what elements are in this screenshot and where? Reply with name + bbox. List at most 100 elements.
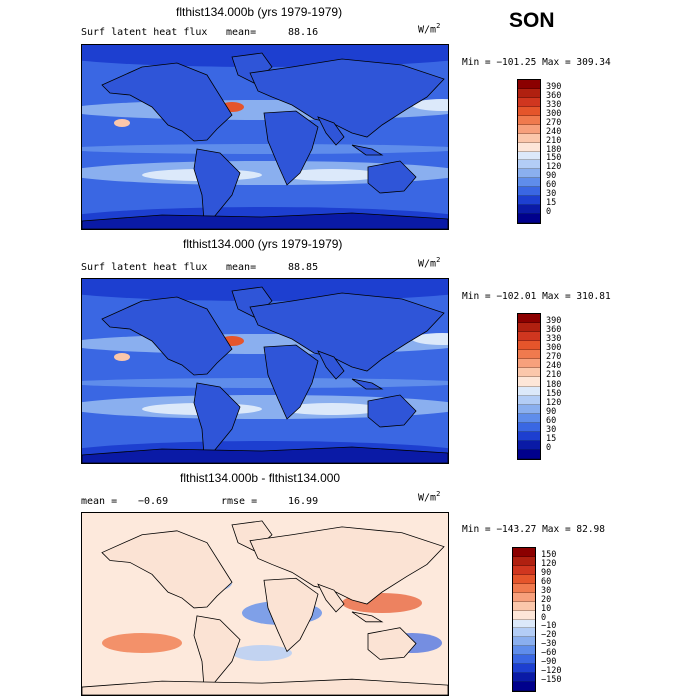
- continent-outline: [82, 213, 448, 229]
- colorbar-tick-label: 330: [546, 99, 562, 110]
- colorbar-swatch: [513, 556, 535, 566]
- colorbar-swatch: [518, 332, 540, 342]
- colorbar-tick-label: 330: [546, 334, 562, 345]
- panel-3-map-svg: [82, 513, 448, 695]
- continent-outline: [102, 531, 232, 608]
- colorbar-swatch: [518, 431, 540, 441]
- colorbar-tick-label: 360: [546, 325, 562, 336]
- colorbar-tick-label: 0: [546, 207, 552, 218]
- colorbar-swatch: [518, 323, 540, 333]
- panel-3-title: flthist134.000b - flthist134.000: [180, 471, 341, 485]
- panel-1-variable-label: Surf latent heat flux: [81, 27, 208, 38]
- colorbar-tick-label: 120: [546, 397, 562, 408]
- panel-3-minmax: Min = −143.27 Max = 82.98: [462, 524, 605, 535]
- colorbar-tick-label: −120: [541, 666, 562, 677]
- colorbar-tick-label: 0: [541, 612, 547, 623]
- colorbar-tick-label: 150: [546, 153, 562, 164]
- colorbar-swatch: [518, 97, 540, 107]
- colorbar-swatch: [518, 178, 540, 188]
- colorbar-swatch: [513, 628, 535, 638]
- colorbar-swatch: [518, 359, 540, 369]
- panel-2-mean-value: 88.85: [288, 262, 319, 273]
- colorbar-tick-label: 60: [546, 180, 557, 191]
- panel-3-map: [81, 512, 449, 696]
- colorbar-tick-label: 180: [546, 379, 562, 390]
- continent-outline: [102, 63, 232, 141]
- colorbar-tick-label: 390: [546, 316, 562, 327]
- colorbar-tick-label: 360: [546, 90, 562, 101]
- panel-2-title: flthist134.000 (yrs 1979-1979): [183, 237, 343, 251]
- colorbar-tick-label: 30: [546, 189, 557, 200]
- colorbar-swatch: [518, 214, 540, 223]
- colorbar-swatch: [518, 106, 540, 116]
- colorbar-tick-label: 30: [541, 585, 552, 596]
- colorbar-tick-label: 90: [546, 406, 557, 417]
- colorbar-swatch: [518, 88, 540, 98]
- continent-outline: [250, 293, 444, 371]
- continent-outline: [352, 612, 382, 622]
- colorbar-swatch: [513, 673, 535, 683]
- colorbar-swatch: [518, 196, 540, 206]
- continent-outline: [368, 395, 416, 427]
- colorbar-swatch: [518, 449, 540, 459]
- colorbar-tick-label: 20: [541, 594, 552, 605]
- continent-outline: [368, 628, 416, 660]
- colorbar-swatch: [518, 350, 540, 360]
- colorbar-swatch: [518, 314, 540, 324]
- colorbar-tick-label: 210: [546, 370, 562, 381]
- panel-3-colorbar-labels: 150 120 90 60 30 20 10 0 −10 −20 −30 −60 −90 −120 −150: [541, 547, 581, 690]
- colorbar-swatch: [513, 646, 535, 656]
- season-label: SON: [509, 9, 555, 32]
- colorbar-tick-label: 390: [546, 81, 562, 92]
- field-contour: [282, 403, 382, 415]
- colorbar-tick-label: 300: [546, 343, 562, 354]
- continent-outline: [318, 584, 344, 612]
- colorbar-tick-label: 270: [546, 117, 562, 128]
- continent-outline: [264, 345, 318, 419]
- panel-3-rmse-value: 16.99: [288, 496, 319, 507]
- colorbar-tick-label: 120: [546, 162, 562, 173]
- continent-outline: [318, 117, 344, 145]
- panel-2-variable-label: Surf latent heat flux: [81, 262, 208, 273]
- colorbar-tick-label: 150: [546, 388, 562, 399]
- colorbar-tick-label: 60: [546, 415, 557, 426]
- colorbar-swatch: [518, 205, 540, 215]
- panel-2-colorbar: [517, 313, 541, 460]
- panel-3-colorbar: [512, 547, 536, 692]
- panel-2-map: [81, 278, 449, 464]
- colorbar-tick-label: 180: [546, 144, 562, 155]
- panel-3-mean-value: −0.69: [138, 496, 169, 507]
- panel-3-units: W/m2: [418, 490, 441, 504]
- colorbar-swatch: [518, 80, 540, 89]
- panel-2-mean-label: mean=: [226, 262, 257, 273]
- field-contour: [114, 119, 130, 127]
- continent-outline: [352, 379, 382, 389]
- colorbar-tick-label: 90: [541, 567, 552, 578]
- colorbar-swatch: [518, 440, 540, 450]
- colorbar-swatch: [518, 115, 540, 125]
- colorbar-tick-label: 300: [546, 108, 562, 119]
- continent-outline: [250, 59, 444, 137]
- continent-outline: [102, 297, 232, 375]
- colorbar-swatch: [518, 341, 540, 351]
- colorbar-tick-label: 60: [541, 576, 552, 587]
- panel-1-map: [81, 44, 449, 230]
- panel-1-colorbar: [517, 79, 541, 224]
- colorbar-swatch: [513, 548, 535, 557]
- colorbar-tick-label: 240: [546, 126, 562, 137]
- field-contour: [232, 645, 292, 661]
- colorbar-swatch: [518, 124, 540, 134]
- colorbar-swatch: [518, 404, 540, 414]
- colorbar-tick-label: 270: [546, 352, 562, 363]
- continent-outline: [250, 527, 444, 604]
- colorbar-swatch: [513, 682, 535, 691]
- panel-1-mean-value: 88.16: [288, 27, 319, 38]
- colorbar-tick-label: 15: [546, 198, 557, 209]
- panel-1-minmax: Min = −101.25 Max = 309.34: [462, 57, 611, 68]
- colorbar-swatch: [518, 395, 540, 405]
- colorbar-swatch: [518, 142, 540, 152]
- colorbar-tick-label: 90: [546, 171, 557, 182]
- field-contour: [412, 99, 448, 111]
- field-contour: [412, 333, 448, 345]
- colorbar-swatch: [513, 664, 535, 674]
